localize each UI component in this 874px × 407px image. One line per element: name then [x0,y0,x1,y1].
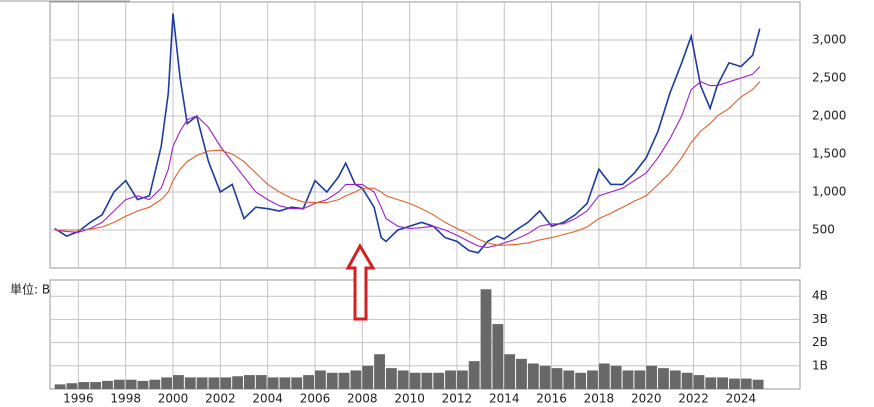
volume-bar [634,370,646,389]
x-tick-label: 2018 [584,392,615,406]
volume-bar [492,324,504,389]
volume-bar [54,384,66,389]
volume-bar [729,378,740,389]
volume-bar [90,382,102,389]
volume-bar [78,382,90,389]
volume-bar [326,372,338,389]
x-tick-label: 2004 [252,392,283,406]
volume-bar [220,377,232,389]
y-tick-label: 3,000 [812,33,846,47]
volume-bar [244,375,255,389]
volume-bar [113,379,125,389]
x-tick-label: 1996 [63,392,94,406]
x-tick-label: 2024 [726,392,757,406]
volume-bar [752,379,764,389]
volume-bar [397,370,409,389]
volume-bar [456,370,468,389]
y-tick-label: 1,000 [812,185,846,199]
price-line [54,13,761,254]
x-tick-label: 2012 [442,392,473,406]
price-line [54,66,761,249]
volume-bar [137,380,149,389]
volume-bar [255,375,267,389]
x-tick-label: 2008 [347,392,378,406]
volume-bar [291,377,303,389]
x-tick-label: 1998 [110,392,141,406]
volume-bar [433,372,445,389]
volume-bar [693,375,705,389]
x-tick-label: 2006 [300,392,331,406]
volume-bar [527,363,539,389]
volume-bar [539,365,551,389]
volume-bar [125,379,137,389]
y-tick-label: 1,500 [812,147,846,161]
volume-bar [421,372,433,389]
y-tick-label: 2,500 [812,71,846,85]
volume-bar [303,375,314,389]
volume-bar [196,377,208,389]
volume-bar [575,372,587,389]
volume-bar [374,354,385,389]
y-tick-label: 1B [812,358,828,372]
volume-bar [338,372,350,389]
volume-bar [314,370,326,389]
volume-bar [669,370,681,389]
unit-label: 単位: B [10,282,50,297]
y-tick-label: 500 [812,223,835,237]
volume-bar [149,379,161,389]
volume-bar [717,377,729,389]
volume-bar [563,370,575,389]
price-line [54,81,761,246]
x-tick-label: 2022 [678,392,709,406]
arrow [345,242,376,321]
volume-bar [468,361,480,389]
x-tick-label: 2000 [158,392,189,406]
volume-bar [409,372,421,389]
volume-bar [232,376,244,389]
x-tick-label: 2020 [631,392,662,406]
volume-bar [740,378,752,389]
volume-bar [610,365,622,389]
volume-bar [102,380,113,389]
volume-bar [66,383,78,389]
y-tick-label: 3B [812,312,828,326]
volume-bar [646,365,658,389]
x-tick-label: 2014 [489,392,520,406]
volume-bar [504,354,516,389]
volume-bar [267,377,279,389]
x-tick-label: 2010 [394,392,425,406]
volume-bar [622,370,634,389]
volume-bar [385,368,397,389]
y-tick-label: 2,000 [812,109,846,123]
volume-bar [173,375,184,389]
volume-bar [350,370,362,389]
volume-bar [445,370,456,389]
volume-bar [681,372,693,389]
volume-bar [480,289,492,389]
volume-bar [184,377,196,389]
x-tick-label: 2002 [205,392,236,406]
volume-bar [279,377,291,389]
volume-bar [598,363,610,389]
y-tick-label: 2B [812,335,828,349]
y-tick-label: 4B [812,289,828,303]
x-tick-label: 2016 [536,392,567,406]
volume-bar [516,358,527,389]
volume-bar [587,370,598,389]
volume-bar [551,368,563,389]
volume-bar [705,377,717,389]
volume-bar [362,365,374,389]
volume-bar [208,377,220,389]
volume-bar [161,377,173,389]
volume-bar [658,368,669,389]
